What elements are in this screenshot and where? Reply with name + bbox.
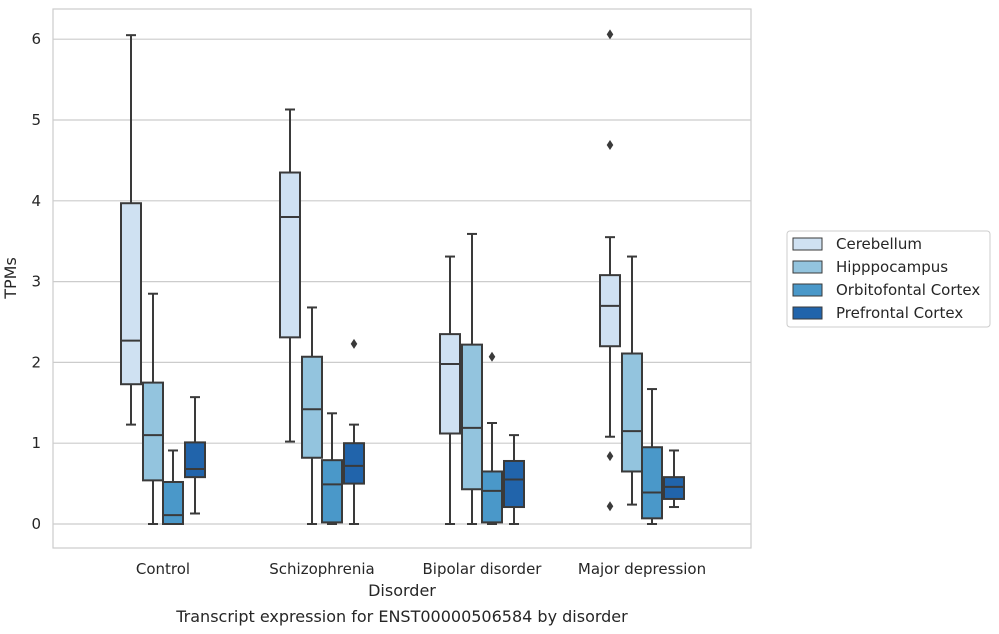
box-iqr <box>162 480 184 526</box>
y-tick-label: 0 <box>31 515 41 533</box>
x-tick-label: Schizophrenia <box>269 560 374 578</box>
flier-point <box>488 351 496 362</box>
flier-point <box>606 451 614 462</box>
box-iqr <box>641 446 663 520</box>
box-orbitofontal-cortex <box>321 412 343 525</box>
flier-point <box>606 140 614 151</box>
box-prefrontal-cortex <box>343 338 365 525</box>
box-cerebellum <box>279 108 301 443</box>
box-orbitofontal-cortex <box>481 351 503 525</box>
box-iqr <box>184 441 206 479</box>
box-prefrontal-cortex <box>663 449 685 509</box>
box-iqr <box>461 343 483 491</box>
box-iqr <box>343 442 365 485</box>
chart-caption: Transcript expression for ENST0000050658… <box>175 607 628 626</box>
box-iqr <box>481 470 503 524</box>
box-iqr <box>321 459 343 524</box>
box-prefrontal-cortex <box>184 396 206 515</box>
y-tick-label: 5 <box>31 111 41 129</box>
box-iqr <box>120 202 142 386</box>
x-axis-title: Disorder <box>368 581 436 600</box>
x-tick-label: Control <box>136 560 190 578</box>
legend-frame <box>786 230 991 328</box>
legend-swatch <box>792 306 823 320</box>
box-orbitofontal-cortex <box>162 449 184 526</box>
legend-swatch <box>792 237 823 251</box>
y-tick-label: 1 <box>31 434 41 452</box>
box-cerebellum <box>120 34 142 426</box>
box-cerebellum <box>599 29 621 512</box>
y-tick-labels: 0 1 2 3 4 5 6 <box>31 30 41 533</box>
y-tick-label: 2 <box>31 353 41 371</box>
box-iqr <box>142 381 164 482</box>
flier-point <box>606 501 614 512</box>
legend-swatch <box>792 260 823 274</box>
box-iqr <box>301 355 323 459</box>
box-iqr <box>621 352 643 473</box>
box-iqr <box>663 476 685 500</box>
x-tick-labels: Control Schizophrenia Bipolar disorder Majo… <box>136 560 706 578</box>
box-hipppocampus <box>621 255 643 506</box>
x-tick-label: Bipolar disorder <box>423 560 543 578</box>
y-axis-title: TPMs <box>1 257 20 300</box>
legend-label: Cerebellum <box>836 235 922 253</box>
box-prefrontal-cortex <box>503 434 525 525</box>
gridlines <box>53 38 751 525</box>
box-hipppocampus <box>142 292 164 525</box>
box-cerebellum <box>439 255 461 525</box>
box-iqr <box>599 274 621 348</box>
legend-label: Prefrontal Cortex <box>836 304 963 322</box>
legend-swatch <box>792 283 823 297</box>
boxes <box>120 29 685 526</box>
legend-label: Hipppocampus <box>836 258 948 276</box>
plot-area-frame <box>52 8 752 549</box>
flier-point <box>350 338 358 349</box>
legend-label: Orbitofontal Cortex <box>836 281 980 299</box>
legend: Cerebellum Hipppocampus Orbitofontal Corte… <box>786 230 991 328</box>
box-hipppocampus <box>461 232 483 525</box>
x-tick-label: Major depression <box>578 560 706 578</box>
box-iqr <box>279 171 301 339</box>
y-tick-label: 6 <box>31 30 41 48</box>
y-tick-label: 3 <box>31 273 41 291</box>
box-hipppocampus <box>301 306 323 525</box>
flier-point <box>606 29 614 40</box>
box-orbitofontal-cortex <box>641 388 663 525</box>
box-iqr <box>503 459 525 509</box>
y-tick-label: 4 <box>31 192 41 210</box>
box-iqr <box>439 333 461 435</box>
